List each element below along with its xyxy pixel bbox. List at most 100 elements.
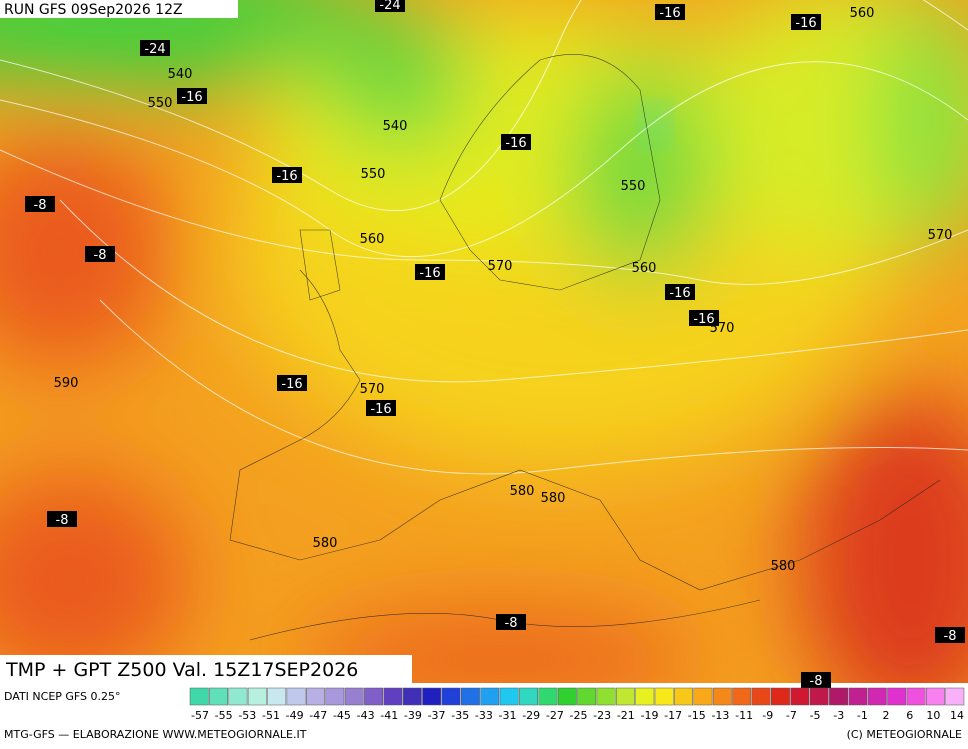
colorbar-swatch	[402, 687, 422, 706]
colorbar-label: -13	[711, 709, 729, 722]
colorbar-swatch	[519, 687, 538, 706]
colorbar-label: -17	[664, 709, 682, 722]
geopotential-label: 570	[360, 382, 385, 397]
geopotential-label: 550	[621, 179, 646, 194]
geopotential-label: 580	[771, 559, 796, 574]
colorbar-swatch	[635, 687, 655, 706]
colorbar-swatch	[441, 687, 461, 706]
colorbar-swatch	[306, 687, 325, 706]
colorbar-swatch	[461, 687, 480, 706]
temperature-label-bg	[655, 4, 685, 20]
colorbar-swatch	[848, 687, 868, 706]
colorbar-label: -29	[522, 709, 540, 722]
colorbar-label: -41	[380, 709, 398, 722]
temperature-label-bg	[25, 196, 55, 212]
temperature-label: -16	[181, 90, 202, 105]
colorbar-label: -21	[617, 709, 635, 722]
colorbar-label: -51	[262, 709, 280, 722]
temperature-label: -16	[669, 286, 690, 301]
temperature-label-bg	[415, 264, 445, 280]
colorbar-swatch	[693, 687, 713, 706]
colorbar-label: -45	[333, 709, 351, 722]
temperature-label-bg	[791, 14, 821, 30]
temperature-label: -16	[281, 377, 302, 392]
temperature-label: -16	[659, 6, 680, 21]
colorbar-label: -53	[238, 709, 256, 722]
colorbar-label: -49	[286, 709, 304, 722]
colorbar-label: -9	[762, 709, 773, 722]
temperature-label: -24	[379, 0, 400, 13]
geopotential-label: 580	[313, 536, 338, 551]
data-source: DATI NCEP GFS 0.25°	[4, 690, 121, 703]
temperature-label-bg	[177, 88, 207, 104]
temperature-label-bg	[85, 246, 115, 262]
colorbar-swatch	[557, 687, 577, 706]
temperature-label: -16	[419, 266, 440, 281]
colorbar-swatch	[732, 687, 752, 706]
colorbar-label: -37	[428, 709, 446, 722]
colorbar-swatch	[771, 687, 790, 706]
geopotential-label: 570	[928, 228, 953, 243]
temperature-label-bg	[272, 167, 302, 183]
colorbar-swatch	[344, 687, 364, 706]
colorbar-swatch	[325, 687, 345, 706]
geopotential-label: 540	[383, 119, 408, 134]
temperature-label-bg	[366, 400, 396, 416]
title-box	[0, 655, 412, 685]
colorbar-label: 2	[883, 709, 890, 722]
colorbar-label: -47	[309, 709, 327, 722]
colorbar-swatch	[654, 687, 674, 706]
colorbar-swatch	[945, 687, 965, 706]
temperature-field	[0, 0, 968, 683]
temperature-label-bg	[935, 627, 965, 643]
run-box	[0, 0, 238, 18]
colorbar-label: -35	[451, 709, 469, 722]
colorbar-label: -31	[499, 709, 517, 722]
colorbar-label: 14	[950, 709, 964, 722]
temperature-label-bg	[665, 284, 695, 300]
colorbar-label: -11	[735, 709, 753, 722]
temperature-label-bg	[277, 375, 307, 391]
geopotential-label: 570	[488, 259, 513, 274]
temperature-label: -8	[56, 513, 69, 528]
colorbar-swatch	[480, 687, 500, 706]
colorbar-swatch	[674, 687, 693, 706]
colorbar-swatch	[422, 687, 442, 706]
credits: MTG-GFS — ELABORAZIONE WWW.METEOGIORNALE…	[4, 728, 307, 741]
run-label: RUN GFS 09Sep2026 12Z	[4, 2, 183, 18]
map-title: TMP + GPT Z500 Val. 15Z17SEP2026	[5, 659, 358, 681]
geopotential-label: 550	[148, 96, 173, 111]
temperature-label: -8	[94, 248, 107, 263]
colorbar-swatch	[616, 687, 635, 706]
colorbar-swatch	[809, 687, 829, 706]
colorbar-swatch	[712, 687, 732, 706]
colorbar-label: 10	[926, 709, 940, 722]
colorbar-label: -43	[357, 709, 375, 722]
colorbar-swatch	[209, 687, 228, 706]
colorbar-label: -55	[215, 709, 233, 722]
colorbar-swatch	[499, 687, 519, 706]
geopotential-label: 560	[632, 261, 657, 276]
temperature-label: -16	[795, 16, 816, 31]
colorbar-label: -19	[640, 709, 658, 722]
colorbar-swatch	[267, 687, 287, 706]
colorbar-label: -15	[688, 709, 706, 722]
colorbar-label: -3	[833, 709, 844, 722]
colorbar-swatch	[867, 687, 887, 706]
colorbar-swatch	[906, 687, 926, 706]
colorbar-label: -33	[475, 709, 493, 722]
colorbar-label: -27	[546, 709, 564, 722]
colorbar-label: -1	[857, 709, 868, 722]
temperature-label: -16	[693, 312, 714, 327]
colorbar-label: -39	[404, 709, 422, 722]
temperature-label: -16	[276, 169, 297, 184]
colorbar-swatch	[189, 687, 209, 706]
colorbar-label: -23	[593, 709, 611, 722]
temperature-label-bg	[501, 134, 531, 150]
temperature-label-bg	[801, 672, 831, 688]
colorbar-swatch	[383, 687, 403, 706]
colorbar-swatch	[228, 687, 248, 706]
temperature-label: -24	[144, 42, 165, 57]
temperature-label-bg	[140, 40, 170, 56]
